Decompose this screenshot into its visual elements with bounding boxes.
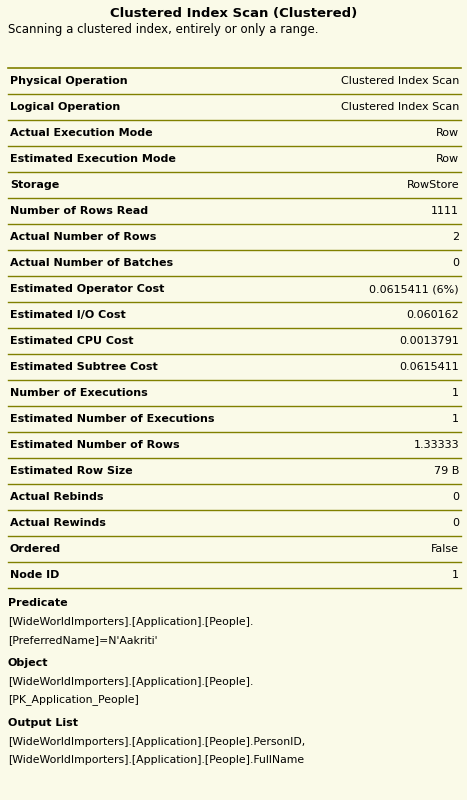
Text: Actual Rebinds: Actual Rebinds — [10, 492, 104, 502]
Text: Actual Rewinds: Actual Rewinds — [10, 518, 106, 528]
Text: Logical Operation: Logical Operation — [10, 102, 120, 112]
Text: Node ID: Node ID — [10, 570, 59, 580]
Text: [PK_Application_People]: [PK_Application_People] — [8, 694, 139, 705]
Text: 0.060162: 0.060162 — [406, 310, 459, 320]
Text: 0.0615411: 0.0615411 — [399, 362, 459, 372]
Text: 1: 1 — [452, 570, 459, 580]
Text: [PreferredName]=N'Aakriti': [PreferredName]=N'Aakriti' — [8, 635, 157, 645]
Text: Physical Operation: Physical Operation — [10, 76, 127, 86]
Text: Predicate: Predicate — [8, 598, 68, 608]
Text: [WideWorldImporters].[Application].[People].FullName: [WideWorldImporters].[Application].[Peop… — [8, 755, 304, 765]
Text: Object: Object — [8, 658, 49, 668]
Text: 0.0615411 (6%): 0.0615411 (6%) — [369, 284, 459, 294]
Text: 1.33333: 1.33333 — [413, 440, 459, 450]
Text: Estimated Execution Mode: Estimated Execution Mode — [10, 154, 176, 164]
Text: Number of Executions: Number of Executions — [10, 388, 148, 398]
Text: Row: Row — [436, 128, 459, 138]
Text: Row: Row — [436, 154, 459, 164]
Text: Clustered Index Scan: Clustered Index Scan — [340, 102, 459, 112]
Text: [WideWorldImporters].[Application].[People].: [WideWorldImporters].[Application].[Peop… — [8, 617, 254, 627]
Text: Estimated Row Size: Estimated Row Size — [10, 466, 133, 476]
Text: Clustered Index Scan: Clustered Index Scan — [340, 76, 459, 86]
Text: Estimated Operator Cost: Estimated Operator Cost — [10, 284, 164, 294]
Text: RowStore: RowStore — [406, 180, 459, 190]
Text: Ordered: Ordered — [10, 544, 61, 554]
Text: Estimated Subtree Cost: Estimated Subtree Cost — [10, 362, 158, 372]
Text: 1: 1 — [452, 388, 459, 398]
Text: Number of Rows Read: Number of Rows Read — [10, 206, 148, 216]
Text: [WideWorldImporters].[Application].[People].PersonID,: [WideWorldImporters].[Application].[Peop… — [8, 737, 305, 747]
Text: 0.0013791: 0.0013791 — [399, 336, 459, 346]
Text: 1111: 1111 — [431, 206, 459, 216]
Text: Actual Number of Rows: Actual Number of Rows — [10, 232, 156, 242]
Text: Clustered Index Scan (Clustered): Clustered Index Scan (Clustered) — [110, 7, 357, 20]
Text: Actual Execution Mode: Actual Execution Mode — [10, 128, 153, 138]
Text: Estimated Number of Rows: Estimated Number of Rows — [10, 440, 180, 450]
Text: Output List: Output List — [8, 718, 78, 728]
Text: Scanning a clustered index, entirely or only a range.: Scanning a clustered index, entirely or … — [8, 23, 318, 36]
Text: Estimated CPU Cost: Estimated CPU Cost — [10, 336, 134, 346]
Text: False: False — [431, 544, 459, 554]
Text: 0: 0 — [452, 518, 459, 528]
Text: 79 B: 79 B — [434, 466, 459, 476]
Text: 2: 2 — [452, 232, 459, 242]
Text: Estimated I/O Cost: Estimated I/O Cost — [10, 310, 126, 320]
Text: 0: 0 — [452, 492, 459, 502]
Text: Actual Number of Batches: Actual Number of Batches — [10, 258, 173, 268]
Text: 0: 0 — [452, 258, 459, 268]
Text: Estimated Number of Executions: Estimated Number of Executions — [10, 414, 214, 424]
Text: [WideWorldImporters].[Application].[People].: [WideWorldImporters].[Application].[Peop… — [8, 677, 254, 687]
Text: 1: 1 — [452, 414, 459, 424]
Text: Storage: Storage — [10, 180, 59, 190]
